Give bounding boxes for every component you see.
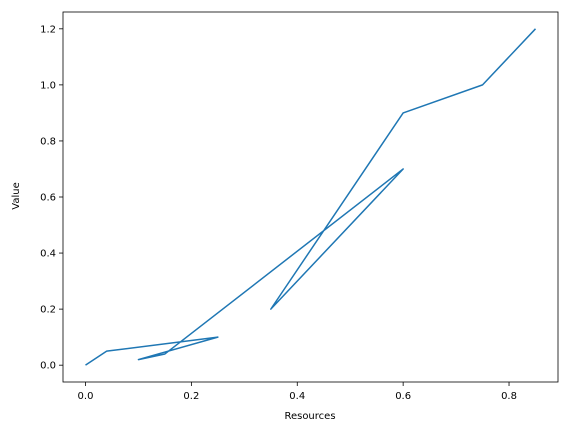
y-tick-label: 1.2 xyxy=(40,24,56,35)
x-tick-label: 0.4 xyxy=(289,391,305,402)
x-tick-label: 0.6 xyxy=(395,391,411,402)
x-tick-label: 0.0 xyxy=(78,391,94,402)
x-axis-label: Resources xyxy=(284,411,335,422)
y-tick-label: 1.0 xyxy=(40,80,56,91)
x-tick-label: 0.2 xyxy=(183,391,199,402)
x-tick-label: 0.8 xyxy=(501,391,517,402)
series-line-0 xyxy=(85,28,537,366)
y-tick-label: 0.2 xyxy=(40,305,56,316)
y-tick-label: 0.6 xyxy=(40,193,56,204)
y-axis-label: Value xyxy=(11,182,22,209)
y-tick-label: 0.4 xyxy=(40,249,56,260)
y-axis-ticks: 0.0 0.2 0.4 0.6 0.8 1.0 1.2 xyxy=(40,24,63,372)
x-axis-ticks: 0.0 0.2 0.4 0.6 0.8 xyxy=(78,382,517,402)
y-tick-label: 0.8 xyxy=(40,136,56,147)
y-tick-label: 0.0 xyxy=(40,361,56,372)
series-layer xyxy=(85,28,537,366)
